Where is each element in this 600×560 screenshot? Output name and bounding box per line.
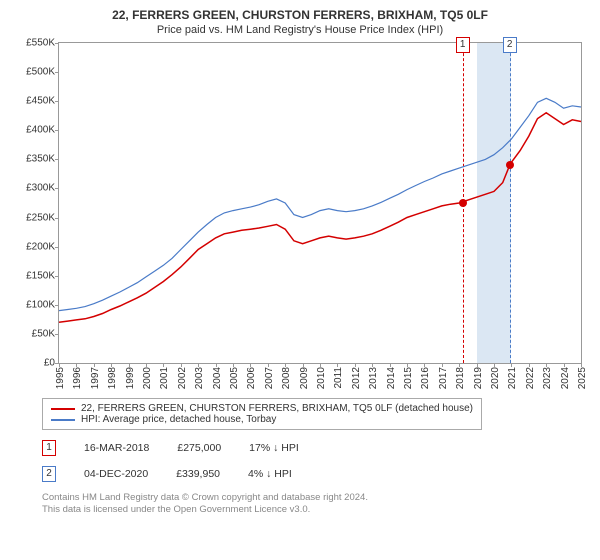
legend-item: HPI: Average price, detached house, Torb… — [51, 414, 473, 425]
x-axis-label: 2013 — [368, 367, 379, 389]
x-axis-label: 2003 — [194, 367, 205, 389]
chart-area: £0 £50K £100K £150K £200K £250K £300K £350K £400… — [12, 42, 588, 392]
legend-swatch — [51, 419, 75, 421]
y-axis-label: £300K — [26, 183, 55, 194]
sale-row: 2 04-DEC-2020 £339,950 4% ↓ HPI — [42, 466, 588, 482]
x-axis-label: 1998 — [107, 367, 118, 389]
x-axis-label: 2022 — [525, 367, 536, 389]
x-axis-label: 2018 — [455, 367, 466, 389]
legend-label: 22, FERRERS GREEN, CHURSTON FERRERS, BRI… — [81, 403, 473, 414]
sale-price: £339,950 — [176, 468, 220, 480]
plot-region: £0£50K£100K£150K£200K£250K£300K£350K£400… — [58, 42, 582, 364]
x-axis-label: 2005 — [229, 367, 240, 389]
chart-title: 22, FERRERS GREEN, CHURSTON FERRERS, BRI… — [12, 8, 588, 22]
x-axis-label: 2016 — [420, 367, 431, 389]
y-axis-label: £450K — [26, 96, 55, 107]
x-axis-label: 2025 — [577, 367, 588, 389]
sale-date: 04-DEC-2020 — [84, 468, 148, 480]
x-axis-label: 2009 — [299, 367, 310, 389]
x-axis-label: 2007 — [264, 367, 275, 389]
legend-item: 22, FERRERS GREEN, CHURSTON FERRERS, BRI… — [51, 403, 473, 414]
y-axis-label: £50K — [32, 328, 55, 339]
x-axis-label: 1995 — [55, 367, 66, 389]
legend-swatch — [51, 408, 75, 410]
x-axis-label: 2015 — [403, 367, 414, 389]
x-axis-label: 2019 — [473, 367, 484, 389]
x-axis-label: 2000 — [142, 367, 153, 389]
sale-row: 1 16-MAR-2018 £275,000 17% ↓ HPI — [42, 440, 588, 456]
y-axis-label: £350K — [26, 154, 55, 165]
chart-subtitle: Price paid vs. HM Land Registry's House … — [12, 24, 588, 36]
x-axis-label: 2014 — [386, 367, 397, 389]
y-axis-label: £0 — [44, 358, 55, 369]
x-axis-label: 1996 — [72, 367, 83, 389]
x-axis-label: 2020 — [490, 367, 501, 389]
y-axis-label: £200K — [26, 241, 55, 252]
x-axis-label: 2017 — [438, 367, 449, 389]
series-line — [59, 113, 581, 322]
sale-number-badge: 1 — [42, 440, 56, 456]
y-axis-label: £250K — [26, 212, 55, 223]
x-axis-label: 2024 — [560, 367, 571, 389]
x-axis-label: 2004 — [212, 367, 223, 389]
x-axis-label: 2021 — [507, 367, 518, 389]
footer-attribution: Contains HM Land Registry data © Crown c… — [42, 492, 588, 517]
footer-line-1: Contains HM Land Registry data © Crown c… — [42, 492, 588, 504]
footer-line-2: This data is licensed under the Open Gov… — [42, 504, 588, 516]
legend-box: 22, FERRERS GREEN, CHURSTON FERRERS, BRI… — [42, 398, 482, 430]
sale-delta: 17% ↓ HPI — [249, 442, 299, 454]
x-axis-label: 2012 — [351, 367, 362, 389]
y-axis-label: £100K — [26, 299, 55, 310]
sale-number-badge: 2 — [42, 466, 56, 482]
y-axis-label: £400K — [26, 125, 55, 136]
sale-delta: 4% ↓ HPI — [248, 468, 292, 480]
y-axis-label: £150K — [26, 270, 55, 281]
x-axis-label: 2001 — [159, 367, 170, 389]
x-axis-label: 2008 — [281, 367, 292, 389]
x-axis-label: 1999 — [125, 367, 136, 389]
x-axis-label: 1997 — [90, 367, 101, 389]
series-line — [59, 98, 581, 310]
sale-price: £275,000 — [177, 442, 221, 454]
x-axis-label: 2006 — [246, 367, 257, 389]
sale-date: 16-MAR-2018 — [84, 442, 149, 454]
y-axis-label: £550K — [26, 38, 55, 49]
x-axis-label: 2023 — [542, 367, 553, 389]
y-axis-label: £500K — [26, 67, 55, 78]
line-chart-svg — [59, 43, 581, 363]
x-axis-label: 2002 — [177, 367, 188, 389]
x-axis-label: 2010 — [316, 367, 327, 389]
legend-label: HPI: Average price, detached house, Torb… — [81, 414, 276, 425]
x-axis-label: 2011 — [333, 367, 344, 389]
